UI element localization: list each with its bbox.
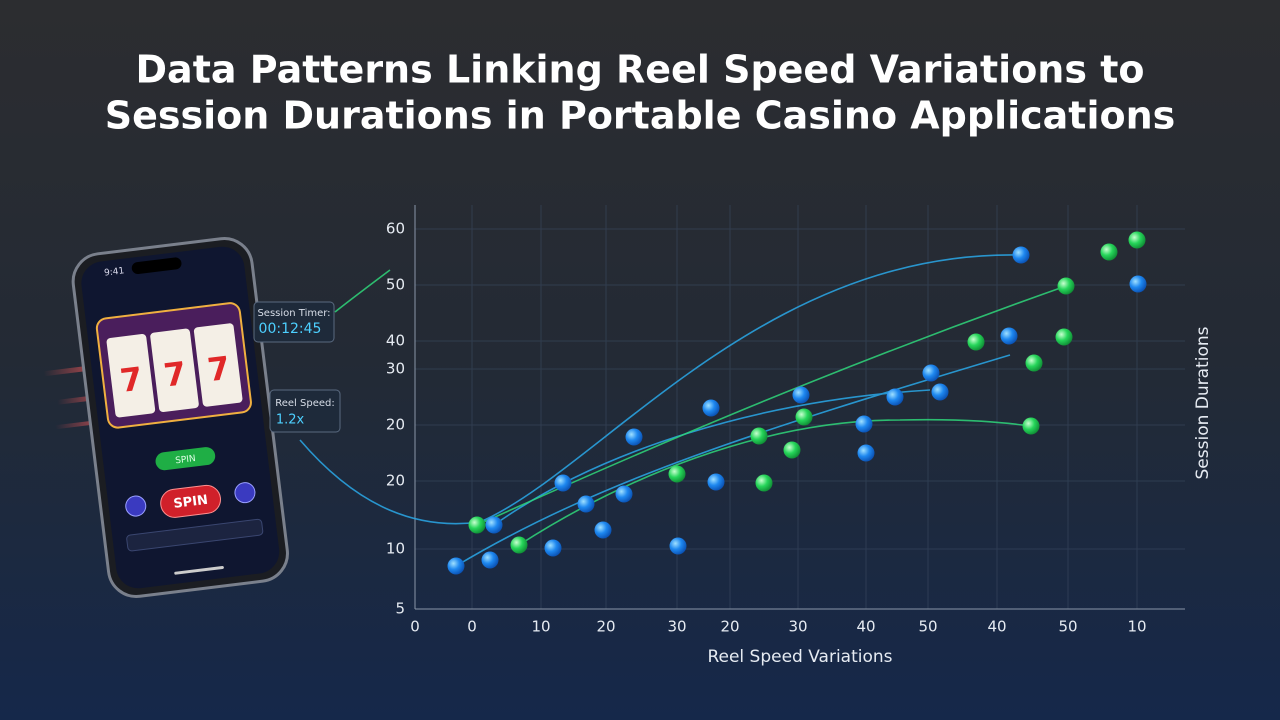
reel	[193, 323, 243, 407]
x-tick-label: 10	[531, 618, 550, 636]
point	[886, 388, 904, 406]
notch	[131, 257, 182, 275]
point	[447, 557, 465, 575]
x-tick-label: 50	[1058, 618, 1077, 636]
x-tick-label: 20	[720, 618, 739, 636]
input-bar	[126, 518, 264, 552]
x-axis-label: Reel Speed Variations	[707, 647, 892, 667]
point	[931, 383, 949, 401]
callout	[253, 301, 335, 343]
point	[481, 551, 499, 569]
y-tick-label: 40	[386, 332, 405, 350]
x-tick-label: 0	[467, 618, 477, 636]
x-tick-label: 40	[987, 618, 1006, 636]
y-tick-label: 5	[395, 600, 405, 618]
point	[615, 485, 633, 503]
x-tick-label: 50	[918, 618, 937, 636]
reel-symbol: 7	[205, 349, 232, 389]
clock: 9:41	[104, 266, 125, 278]
x-tick-label: 40	[856, 618, 875, 636]
point	[857, 444, 875, 462]
point	[485, 516, 503, 534]
point	[669, 537, 687, 555]
x-tick-label: 30	[788, 618, 807, 636]
callout-value: 1.2x	[276, 413, 305, 428]
reel	[150, 328, 199, 413]
point	[855, 415, 873, 433]
point	[577, 495, 595, 513]
x-tick-label: 20	[596, 618, 615, 636]
point	[1129, 275, 1147, 293]
point	[755, 474, 773, 492]
point	[510, 536, 528, 554]
reel-symbol: 7	[162, 354, 189, 394]
phone-button[interactable]	[234, 482, 256, 504]
y-tick-label: 60	[386, 220, 405, 238]
point	[922, 364, 940, 382]
callout-value: 00:12:45	[259, 321, 322, 337]
point	[783, 441, 801, 459]
callout-label: Session Timer:	[257, 308, 330, 319]
reel	[106, 334, 156, 418]
reel-symbol: 7	[118, 359, 145, 399]
point	[1012, 246, 1030, 264]
callout	[269, 389, 341, 433]
point	[1055, 328, 1073, 346]
y-tick-label: 50	[386, 276, 405, 294]
point	[1100, 243, 1118, 261]
title-line: Session Durations in Portable Casino App…	[105, 94, 1176, 138]
spin-button[interactable]	[159, 484, 222, 519]
point	[1025, 354, 1043, 372]
phone: 9:41 7 7 7 SPIN SPIN	[43, 237, 289, 598]
y-axis-label: Session Durations	[1193, 326, 1213, 479]
trend-curves	[334, 269, 1067, 546]
points	[447, 231, 1147, 575]
y-tick-label: 20	[386, 472, 405, 490]
x-tick-label: 30	[667, 618, 686, 636]
point	[625, 428, 643, 446]
spin-button-label: SPIN	[173, 493, 209, 512]
point	[554, 474, 572, 492]
point	[967, 333, 985, 351]
y-tick-label: 20	[386, 416, 405, 434]
point	[702, 399, 720, 417]
callout-label: Reel Speed:	[275, 398, 334, 409]
point	[594, 521, 612, 539]
title-line: Data Patterns Linking Reel Speed Variati…	[136, 48, 1145, 92]
point	[1128, 231, 1146, 249]
point	[1022, 417, 1040, 435]
point	[707, 473, 725, 491]
point	[544, 539, 562, 557]
small-button[interactable]	[154, 446, 216, 471]
phone-button[interactable]	[125, 495, 147, 517]
point	[792, 386, 810, 404]
point	[1057, 277, 1075, 295]
x-tick-label: 0	[410, 618, 420, 636]
point	[795, 408, 813, 426]
small-button-label: SPIN	[175, 454, 197, 466]
y-tick-label: 10	[386, 540, 405, 558]
point	[468, 516, 486, 534]
point	[668, 465, 686, 483]
point	[750, 427, 768, 445]
point	[1000, 327, 1018, 345]
home-indicator	[174, 565, 224, 575]
y-tick-label: 30	[386, 360, 405, 378]
x-tick-label: 10	[1127, 618, 1146, 636]
